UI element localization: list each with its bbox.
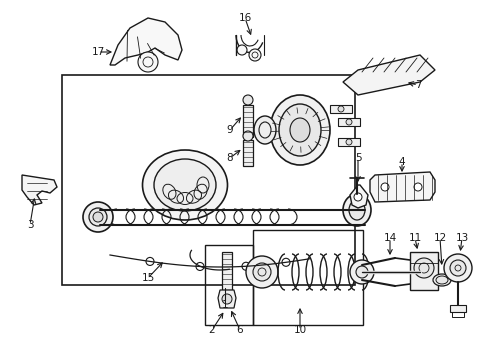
Bar (62, 75, 355, 285)
Ellipse shape (154, 159, 216, 211)
Circle shape (243, 131, 253, 141)
Bar (338, 118, 360, 126)
Circle shape (450, 260, 466, 276)
Ellipse shape (436, 276, 448, 284)
Circle shape (346, 139, 352, 145)
Text: 7: 7 (415, 80, 421, 90)
Ellipse shape (433, 274, 451, 286)
Circle shape (350, 260, 374, 284)
Text: 11: 11 (408, 233, 421, 243)
Circle shape (414, 183, 422, 191)
Text: 8: 8 (227, 153, 233, 163)
Circle shape (146, 257, 154, 265)
Text: 10: 10 (294, 325, 307, 335)
Text: 1: 1 (221, 300, 228, 310)
Bar (253, 230, 363, 325)
Bar (452, 312, 464, 317)
Circle shape (282, 258, 290, 266)
Circle shape (338, 106, 344, 112)
Polygon shape (110, 18, 182, 65)
Circle shape (253, 263, 271, 281)
Ellipse shape (349, 200, 365, 220)
Bar (222, 252, 232, 290)
Circle shape (93, 212, 103, 222)
Text: 2: 2 (209, 325, 215, 335)
Bar (243, 140, 253, 166)
Circle shape (243, 95, 253, 105)
Ellipse shape (254, 116, 276, 144)
Text: 17: 17 (91, 47, 105, 57)
Circle shape (196, 262, 204, 270)
Text: 15: 15 (142, 273, 155, 283)
Circle shape (444, 254, 472, 282)
Bar (205, 245, 253, 325)
Text: 9: 9 (227, 125, 233, 135)
Bar (243, 105, 253, 137)
Ellipse shape (270, 95, 330, 165)
Text: 13: 13 (455, 233, 468, 243)
Bar (338, 138, 360, 146)
Circle shape (249, 49, 261, 61)
Text: 12: 12 (433, 233, 446, 243)
Ellipse shape (279, 104, 321, 156)
Circle shape (222, 294, 232, 304)
Bar (410, 252, 438, 290)
Text: 5: 5 (355, 153, 361, 163)
Text: 16: 16 (238, 13, 252, 23)
Polygon shape (218, 290, 236, 308)
Ellipse shape (343, 194, 371, 226)
Polygon shape (22, 175, 57, 205)
Ellipse shape (290, 118, 310, 142)
Text: 4: 4 (399, 157, 405, 167)
Text: 6: 6 (237, 325, 244, 335)
Polygon shape (370, 172, 435, 202)
Circle shape (246, 256, 278, 288)
Text: 14: 14 (383, 233, 396, 243)
Bar (330, 105, 352, 113)
Ellipse shape (143, 150, 227, 220)
Circle shape (242, 262, 250, 270)
Text: 3: 3 (26, 220, 33, 230)
Polygon shape (350, 185, 368, 208)
Ellipse shape (89, 208, 107, 226)
Circle shape (354, 193, 362, 201)
Circle shape (346, 119, 352, 125)
Circle shape (237, 45, 247, 55)
Bar (450, 305, 466, 312)
Circle shape (381, 183, 389, 191)
Circle shape (414, 258, 434, 278)
Polygon shape (343, 55, 435, 95)
Circle shape (138, 52, 158, 72)
Circle shape (356, 266, 368, 278)
Ellipse shape (83, 202, 113, 232)
